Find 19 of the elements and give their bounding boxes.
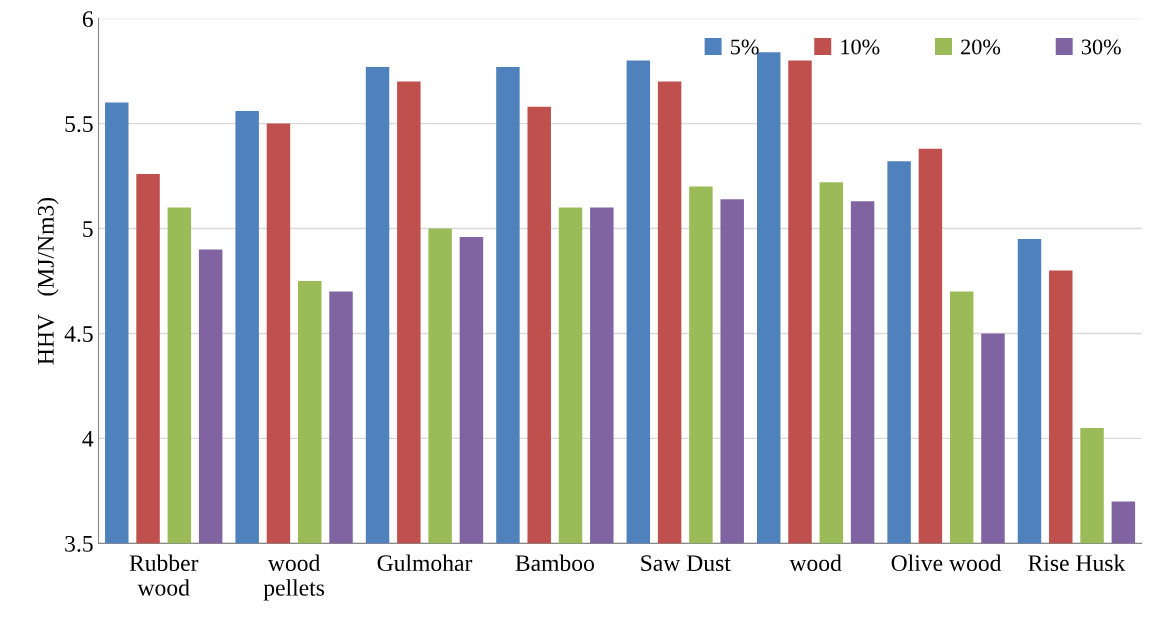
legend-label: 10% bbox=[841, 39, 880, 55]
x-tick-label: Olive wood bbox=[891, 554, 1002, 572]
y-tick-label: 5 bbox=[83, 221, 93, 237]
y-tick-label: 6 bbox=[82, 11, 93, 28]
x-tick-label: Rise Husk bbox=[1028, 554, 1126, 572]
x-tick-label: wood pellets bbox=[263, 554, 325, 601]
x-tick-label: Bamboo bbox=[515, 554, 594, 572]
x-tick-label: Gulmohar bbox=[377, 554, 473, 572]
x-tick-label: wood bbox=[789, 554, 842, 572]
legend-label: 5% bbox=[731, 39, 759, 55]
x-tick-label: Rubber wood bbox=[129, 554, 199, 596]
y-tick-label: 4.5 bbox=[64, 326, 93, 342]
y-tick-label: 4 bbox=[82, 431, 94, 447]
legend-label: 20% bbox=[961, 39, 1001, 55]
y-tick-label: 3.5 bbox=[65, 535, 93, 552]
x-tick-label: Saw Dust bbox=[641, 555, 731, 572]
y-tick-label: 5.5 bbox=[65, 116, 93, 133]
y-axis-title: HHV (MJ/Nm3) bbox=[37, 197, 59, 365]
legend-label: 30% bbox=[1081, 39, 1121, 55]
